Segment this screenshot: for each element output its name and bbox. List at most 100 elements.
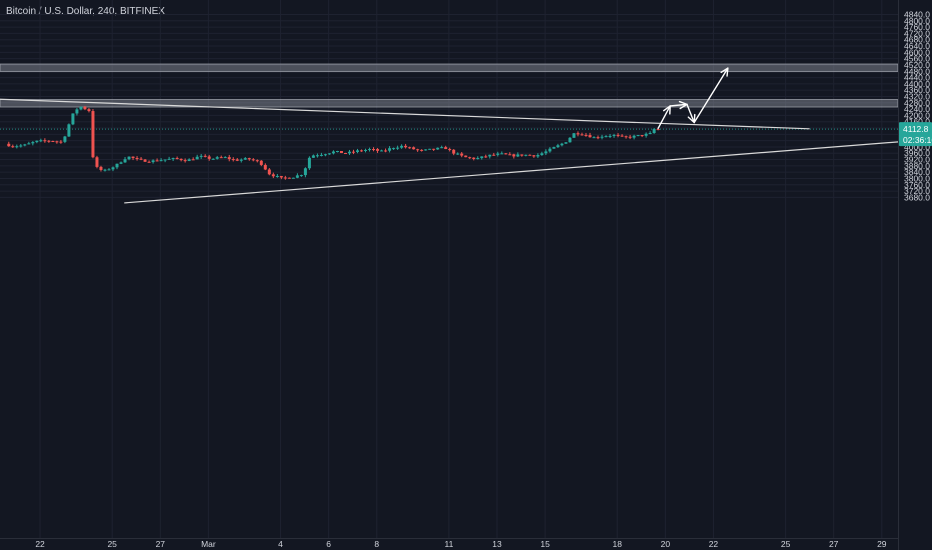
- candle[interactable]: [283, 175, 287, 180]
- candle[interactable]: [187, 158, 191, 162]
- candle[interactable]: [255, 159, 259, 163]
- candle[interactable]: [424, 149, 428, 151]
- candle[interactable]: [55, 140, 59, 144]
- candle[interactable]: [528, 154, 532, 156]
- candle[interactable]: [335, 150, 339, 153]
- candle[interactable]: [452, 149, 456, 156]
- candle[interactable]: [15, 144, 19, 149]
- candle[interactable]: [440, 145, 444, 149]
- upper-resistance-zone[interactable]: [0, 63, 899, 73]
- descending-resistance[interactable]: [0, 98, 810, 130]
- candle[interactable]: [267, 168, 271, 176]
- candle[interactable]: [59, 140, 63, 144]
- candle[interactable]: [640, 134, 644, 138]
- candle[interactable]: [103, 168, 107, 172]
- candle[interactable]: [544, 149, 548, 155]
- candle[interactable]: [315, 153, 319, 158]
- candle[interactable]: [143, 159, 147, 162]
- candle[interactable]: [356, 148, 360, 154]
- candle[interactable]: [428, 148, 432, 150]
- candle[interactable]: [364, 148, 368, 153]
- candle[interactable]: [492, 152, 496, 156]
- candle[interactable]: [376, 148, 380, 153]
- candle[interactable]: [307, 156, 311, 170]
- candle[interactable]: [496, 151, 500, 157]
- candle[interactable]: [31, 141, 35, 146]
- candle[interactable]: [347, 149, 351, 156]
- candle[interactable]: [624, 135, 628, 139]
- candle[interactable]: [460, 152, 464, 158]
- candle[interactable]: [476, 156, 480, 160]
- candle[interactable]: [147, 160, 151, 163]
- candle[interactable]: [199, 153, 203, 159]
- candle[interactable]: [592, 136, 596, 139]
- candle[interactable]: [75, 107, 79, 116]
- candle[interactable]: [580, 132, 584, 136]
- candle[interactable]: [368, 147, 372, 152]
- candle[interactable]: [163, 159, 167, 163]
- candle[interactable]: [352, 149, 356, 155]
- candle[interactable]: [207, 154, 211, 161]
- candle[interactable]: [111, 166, 115, 172]
- candle[interactable]: [67, 123, 71, 137]
- candle[interactable]: [420, 149, 424, 152]
- candle[interactable]: [211, 158, 215, 160]
- candle[interactable]: [271, 172, 275, 179]
- candle[interactable]: [83, 105, 87, 111]
- candle[interactable]: [480, 156, 484, 160]
- candle[interactable]: [123, 157, 127, 163]
- candle[interactable]: [63, 135, 67, 144]
- candle[interactable]: [536, 153, 540, 159]
- candle[interactable]: [35, 140, 39, 144]
- candle[interactable]: [456, 152, 460, 155]
- candle[interactable]: [408, 146, 412, 149]
- candle[interactable]: [243, 157, 247, 161]
- candle[interactable]: [556, 143, 560, 149]
- candle[interactable]: [396, 145, 400, 150]
- candle[interactable]: [131, 156, 135, 161]
- candle[interactable]: [47, 140, 51, 143]
- candle[interactable]: [91, 109, 95, 159]
- candle[interactable]: [159, 158, 163, 162]
- candle[interactable]: [183, 158, 187, 163]
- candle[interactable]: [572, 132, 576, 138]
- candle[interactable]: [219, 155, 223, 159]
- candle[interactable]: [604, 135, 608, 138]
- candle[interactable]: [231, 157, 235, 162]
- candle[interactable]: [319, 152, 323, 157]
- candle[interactable]: [596, 135, 600, 140]
- candle[interactable]: [39, 138, 43, 143]
- candle[interactable]: [51, 140, 55, 143]
- candle[interactable]: [540, 151, 544, 156]
- candle[interactable]: [27, 141, 31, 145]
- candle[interactable]: [464, 155, 468, 158]
- candle[interactable]: [552, 146, 556, 149]
- candle[interactable]: [612, 133, 616, 138]
- candle[interactable]: [287, 177, 291, 179]
- candle[interactable]: [568, 137, 572, 143]
- candle[interactable]: [135, 156, 139, 161]
- candle[interactable]: [115, 163, 119, 170]
- candle[interactable]: [127, 156, 131, 161]
- candle[interactable]: [488, 154, 492, 159]
- candle[interactable]: [628, 134, 632, 140]
- candle[interactable]: [500, 151, 504, 155]
- candle[interactable]: [588, 132, 592, 138]
- candle[interactable]: [323, 153, 327, 157]
- candle[interactable]: [576, 131, 580, 137]
- candle[interactable]: [239, 158, 243, 163]
- candle[interactable]: [247, 157, 251, 161]
- candle[interactable]: [327, 153, 331, 155]
- candle[interactable]: [372, 147, 376, 152]
- candle[interactable]: [388, 146, 392, 153]
- candle[interactable]: [532, 155, 536, 158]
- candle[interactable]: [472, 157, 476, 161]
- candle[interactable]: [616, 133, 620, 138]
- candle[interactable]: [331, 150, 335, 155]
- candle[interactable]: [436, 147, 440, 150]
- candle[interactable]: [227, 154, 231, 162]
- candle[interactable]: [7, 141, 11, 147]
- candle[interactable]: [215, 155, 219, 160]
- candle[interactable]: [203, 154, 207, 158]
